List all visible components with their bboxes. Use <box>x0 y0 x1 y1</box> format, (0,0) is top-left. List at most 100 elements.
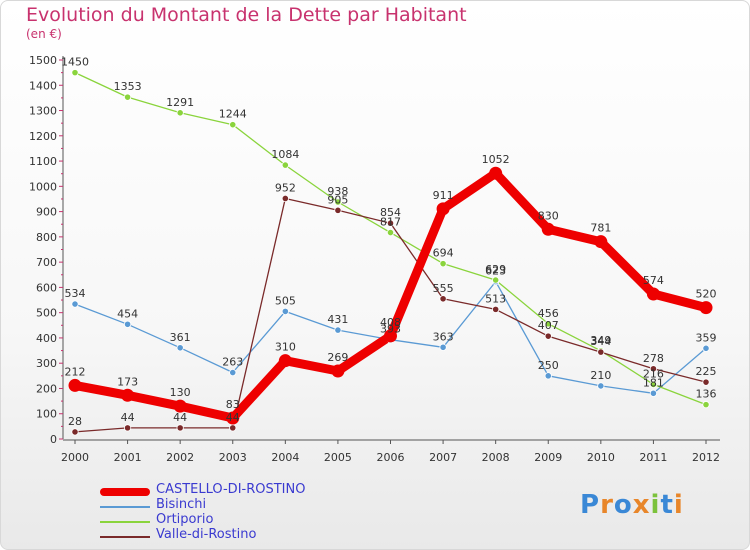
legend-swatch-bisinchi <box>100 506 150 508</box>
x-tick-label: 2007 <box>429 451 457 464</box>
data-label: 781 <box>590 222 611 235</box>
data-point <box>71 69 79 77</box>
data-point <box>71 428 79 436</box>
data-label: 361 <box>170 331 191 344</box>
data-point <box>176 109 184 117</box>
y-tick-label: 700 <box>36 256 57 269</box>
data-point <box>489 166 503 180</box>
y-tick-label: 1000 <box>29 180 57 193</box>
data-label: 44 <box>121 411 135 424</box>
y-tick: 600 <box>36 281 63 294</box>
series-lines <box>70 71 711 433</box>
chart-title: Evolution du Montant de la Dette par Hab… <box>26 4 467 26</box>
data-point <box>334 198 342 206</box>
y-tick-label: 900 <box>36 206 57 219</box>
x-tick-label: 2006 <box>377 451 405 464</box>
data-point <box>278 354 292 368</box>
data-label: 349 <box>590 334 611 347</box>
data-point <box>384 329 397 343</box>
data-point <box>439 260 447 268</box>
data-label: 269 <box>327 351 348 364</box>
data-point <box>492 276 500 284</box>
data-label: 629 <box>485 263 506 276</box>
data-point <box>492 305 500 313</box>
y-tick: 700 <box>36 256 63 269</box>
data-label: 1291 <box>166 96 194 109</box>
data-point <box>649 365 658 373</box>
data-point <box>439 295 447 303</box>
data-point <box>649 389 658 397</box>
y-tick-label: 1500 <box>29 54 57 67</box>
data-point <box>334 326 342 334</box>
y-tick-label: 800 <box>36 231 57 244</box>
data-point <box>123 320 132 328</box>
y-tick: 500 <box>36 307 63 320</box>
y-tick-label: 600 <box>36 281 57 294</box>
data-label: 911 <box>433 189 454 202</box>
y-tick: 1000 <box>29 180 63 193</box>
x-tick-label: 2000 <box>61 451 89 464</box>
y-tick-label: 1400 <box>29 79 57 92</box>
x-tick: 2002 <box>166 440 194 464</box>
data-label: 534 <box>65 287 86 300</box>
y-tick: 200 <box>36 382 63 395</box>
logo-letter: i <box>673 490 684 520</box>
data-label: 278 <box>643 352 664 365</box>
data-point <box>702 378 710 386</box>
y-tick: 300 <box>36 357 63 370</box>
y-tick-label: 1300 <box>29 105 57 118</box>
y-tick: 1100 <box>29 155 63 168</box>
x-tick-label: 2004 <box>271 451 299 464</box>
legend-swatch-ortiporio <box>100 521 150 523</box>
data-label: 310 <box>275 341 296 354</box>
data-label: 830 <box>538 209 559 222</box>
x-tick-label: 2012 <box>692 451 720 464</box>
y-tick: 900 <box>36 206 63 219</box>
data-point <box>123 93 132 101</box>
x-tick: 2006 <box>377 440 405 464</box>
data-label: 393 <box>380 323 401 336</box>
data-label: 623 <box>485 265 506 278</box>
data-point <box>544 332 552 340</box>
data-point <box>544 372 552 380</box>
x-tick: 2011 <box>639 440 667 464</box>
y-tick: 100 <box>36 408 63 421</box>
data-label: 363 <box>433 330 454 343</box>
data-point <box>597 382 605 390</box>
y-tick-label: 0 <box>50 433 57 446</box>
data-label: 555 <box>433 282 454 295</box>
data-point <box>229 424 237 432</box>
y-tick-label: 400 <box>36 332 57 345</box>
data-label: 130 <box>170 386 191 399</box>
data-point <box>436 202 450 216</box>
data-label: 83 <box>226 398 240 411</box>
x-tick-label: 2001 <box>114 451 142 464</box>
data-point <box>281 161 289 169</box>
data-label: 905 <box>327 193 348 206</box>
data-label: 225 <box>696 365 717 378</box>
data-point <box>439 343 447 351</box>
data-label: 1353 <box>114 80 142 93</box>
data-point <box>176 424 184 432</box>
x-tick: 2010 <box>587 440 615 464</box>
data-point <box>229 368 237 377</box>
x-tick: 2008 <box>482 440 510 464</box>
axes: 0 100 200 300 400 500 600 700 800 900 1000 1100 1200… <box>29 54 720 464</box>
data-label: 574 <box>643 274 664 287</box>
legend-label-ortiporio: Ortiporio <box>156 512 214 527</box>
legend-swatch-castello <box>100 488 150 496</box>
data-label: 520 <box>696 288 717 301</box>
x-tick: 2005 <box>324 440 352 464</box>
data-label: 212 <box>65 365 86 378</box>
data-label: 344 <box>590 335 611 348</box>
y-tick: 400 <box>36 332 63 345</box>
data-point <box>597 348 605 356</box>
data-label: 44 <box>226 411 240 424</box>
data-point <box>123 424 132 432</box>
x-tick: 2003 <box>219 440 247 464</box>
y-tick-label: 100 <box>36 408 57 421</box>
data-label: 1244 <box>219 108 247 121</box>
data-label: 938 <box>327 185 348 198</box>
data-point <box>386 228 395 237</box>
